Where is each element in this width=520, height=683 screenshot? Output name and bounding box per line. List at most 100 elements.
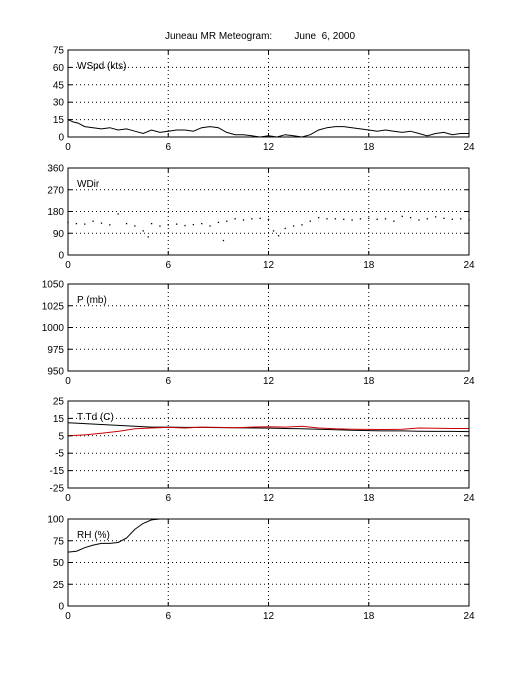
x-tick-label: 0 — [65, 493, 71, 504]
data-point — [201, 222, 203, 225]
x-tick-label: 12 — [263, 260, 275, 271]
y-tick-label: 5 — [58, 431, 64, 442]
data-point — [147, 236, 149, 238]
panel-label: P (mb) — [77, 295, 107, 306]
data-point — [251, 218, 253, 220]
data-point — [167, 224, 169, 226]
data-line — [67, 119, 469, 138]
x-tick-label: 0 — [65, 611, 71, 622]
x-tick-label: 18 — [363, 142, 375, 153]
data-point — [75, 222, 78, 225]
data-point — [192, 223, 195, 226]
data-point — [384, 218, 387, 220]
data-point — [284, 227, 286, 230]
data-point — [409, 216, 412, 219]
x-tick-label: 0 — [65, 376, 71, 387]
data-point — [267, 218, 270, 220]
x-tick-label: 0 — [65, 260, 71, 271]
data-point — [259, 217, 261, 219]
x-tick-label: 12 — [263, 611, 275, 622]
data-point — [393, 220, 395, 222]
x-tick-label: 12 — [263, 376, 275, 387]
data-point — [272, 230, 275, 232]
y-tick-label: 1050 — [42, 280, 65, 291]
y-tick-label: 1025 — [42, 301, 65, 312]
y-tick-label: 15 — [53, 115, 65, 126]
data-point — [309, 220, 311, 222]
y-tick-label: 1000 — [42, 323, 65, 334]
data-point — [443, 217, 445, 219]
y-tick-label: 360 — [47, 164, 64, 175]
x-tick-label: 24 — [463, 260, 475, 271]
panel-label: T Td (C) — [77, 412, 114, 423]
data-point — [125, 222, 128, 225]
x-tick-label: 6 — [165, 376, 171, 387]
data-point — [84, 223, 86, 225]
data-point — [326, 218, 328, 220]
data-point — [142, 230, 144, 232]
y-tick-label: 0 — [58, 251, 64, 262]
data-point — [301, 224, 303, 226]
x-tick-label: 24 — [463, 493, 475, 504]
data-line — [67, 518, 169, 553]
x-tick-label: 18 — [363, 260, 375, 271]
plot-area — [68, 50, 469, 137]
data-point — [359, 218, 362, 220]
x-tick-label: 6 — [165, 611, 171, 622]
panel-label: WDir — [77, 179, 100, 190]
data-point — [426, 218, 428, 220]
y-tick-label: 90 — [53, 229, 65, 240]
data-point — [117, 213, 119, 215]
y-tick-label: 75 — [53, 46, 65, 57]
y-tick-label: -5 — [55, 449, 64, 460]
data-line — [67, 422, 470, 433]
data-point — [334, 218, 337, 220]
y-tick-label: 25 — [53, 397, 65, 408]
plot-area — [68, 401, 469, 488]
y-tick-label: -25 — [50, 484, 65, 495]
x-tick-label: 24 — [463, 376, 475, 387]
data-point — [277, 235, 280, 237]
data-point — [226, 220, 228, 222]
x-tick-label: 12 — [263, 142, 275, 153]
y-tick-label: 45 — [53, 80, 65, 91]
y-tick-label: 30 — [53, 98, 65, 109]
x-tick-label: 6 — [165, 142, 171, 153]
x-tick-label: 0 — [65, 142, 71, 153]
data-point — [434, 216, 437, 218]
x-tick-label: 24 — [463, 142, 475, 153]
x-tick-label: 18 — [363, 493, 375, 504]
data-point — [176, 223, 178, 225]
data-point — [217, 221, 220, 224]
data-point — [109, 224, 111, 226]
y-tick-label: 25 — [53, 580, 65, 591]
data-point — [209, 225, 211, 227]
y-tick-label: 75 — [53, 536, 65, 547]
data-point — [376, 218, 378, 220]
data-line — [67, 425, 469, 437]
data-point — [159, 225, 161, 227]
data-point — [184, 224, 186, 227]
data-point — [343, 218, 345, 220]
data-point — [401, 215, 403, 218]
data-point — [351, 219, 353, 221]
data-point — [100, 222, 103, 224]
y-tick-label: 0 — [58, 133, 64, 144]
data-point — [222, 239, 225, 242]
x-tick-label: 18 — [363, 376, 375, 387]
x-tick-label: 18 — [363, 611, 375, 622]
y-tick-label: 60 — [53, 63, 65, 74]
x-tick-label: 6 — [165, 493, 171, 504]
y-tick-label: 975 — [47, 345, 64, 356]
y-tick-label: 100 — [47, 515, 64, 526]
y-tick-label: 15 — [53, 414, 65, 425]
panel-label: WSpd (kts) — [77, 61, 126, 72]
data-point — [234, 218, 236, 220]
y-tick-label: 50 — [53, 558, 65, 569]
chart-title: Juneau MR Meteogram: June 6, 2000 — [164, 31, 356, 42]
data-point — [460, 218, 462, 220]
data-point — [368, 217, 370, 219]
y-tick-label: 0 — [58, 602, 64, 613]
x-tick-label: 24 — [463, 611, 475, 622]
